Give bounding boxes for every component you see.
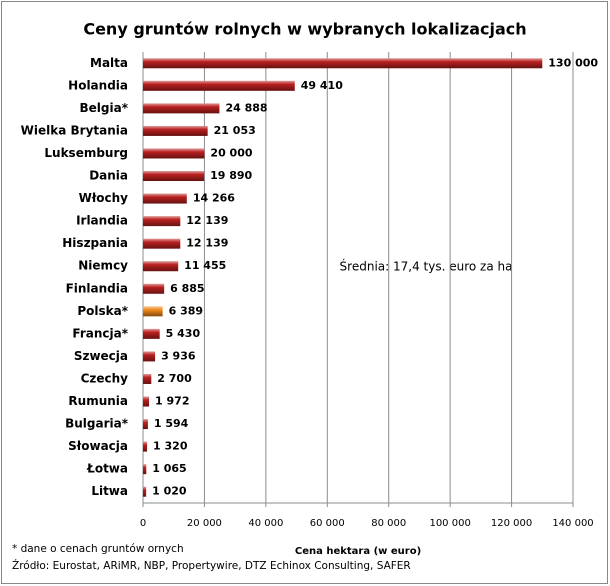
y-tick-label: Szwecja [74,349,128,363]
bar [143,148,205,159]
y-tick-label: Słowacja [68,439,128,453]
bar [143,486,147,497]
bar [143,216,181,227]
y-tick-label: Wielka Brytania [21,123,128,137]
x-tick-label: 120 000 [491,518,532,529]
bar [143,103,220,114]
data-label: 2 700 [157,372,192,385]
y-tick-label: Hiszpania [62,236,128,250]
bar [143,193,187,204]
y-tick-label: Rumunia [68,394,128,408]
footnote: Źródło: Eurostat, ARiMR, NBP, Propertywi… [12,559,411,572]
bar [143,80,295,91]
data-label: 1 972 [155,395,189,408]
y-tick-label: Czechy [81,371,129,385]
y-tick-label: Bulgaria* [65,417,129,431]
y-tick-label: Irlandia [76,214,128,228]
x-tick-label: 80 000 [371,518,406,529]
data-label: 5 430 [166,327,201,340]
x-tick-label: 60 000 [310,518,345,529]
bar [143,261,179,272]
data-label: 1 020 [152,485,187,498]
x-axis-title: Cena hektara (w euro) [295,546,421,557]
data-label: 6 389 [169,304,203,317]
y-tick-label: Łotwa [86,462,128,476]
data-label: 1 594 [154,417,189,430]
bar [143,328,160,339]
data-label: 20 000 [210,146,252,159]
bar [143,464,147,475]
data-label: 24 888 [225,101,267,114]
data-label: 3 936 [161,349,196,362]
data-label: 11 455 [184,259,226,272]
data-label: 49 410 [301,79,343,92]
bar [143,58,543,69]
data-label: 14 266 [193,192,235,205]
bar [143,306,163,317]
y-tick-label: Finlandia [66,281,128,295]
x-tick-label: 40 000 [248,518,283,529]
x-tick-label: 20 000 [187,518,222,529]
data-label: 1 320 [153,440,188,453]
y-tick-label: Francja* [72,326,128,340]
bar [143,396,150,407]
bar [143,238,181,249]
data-label: 12 139 [186,214,228,227]
bar [143,283,165,294]
data-label: 21 053 [214,124,256,137]
chart-title: Ceny gruntów rolnych w wybranych lokaliz… [83,20,526,39]
data-label: 12 139 [186,237,228,250]
bar [143,441,148,452]
data-label: 1 065 [152,462,186,475]
y-tick-label: Polska* [77,304,128,318]
data-label: 6 885 [170,282,204,295]
bar [143,419,148,430]
bar [143,373,152,384]
y-tick-label: Włochy [79,191,129,205]
y-tick-label: Litwa [91,484,128,498]
bar [143,125,208,136]
y-tick-label: Dania [89,169,128,183]
y-tick-label: Malta [90,56,128,70]
y-tick-label: Holandia [68,78,128,92]
x-tick-label: 100 000 [429,518,470,529]
y-tick-label: Belgia* [80,101,129,115]
annotation: Średnia: 17,4 tys. euro za ha [340,259,513,274]
y-tick-label: Niemcy [78,259,128,273]
x-tick-label: 0 [140,518,146,529]
data-label: 130 000 [548,56,598,69]
bar [143,171,205,182]
footnote: * dane o cenach gruntów ornych [12,543,184,555]
data-label: 19 890 [210,169,252,182]
y-tick-label: Luksemburg [44,146,128,160]
x-tick-label: 140 000 [552,518,593,529]
bar [143,351,156,362]
